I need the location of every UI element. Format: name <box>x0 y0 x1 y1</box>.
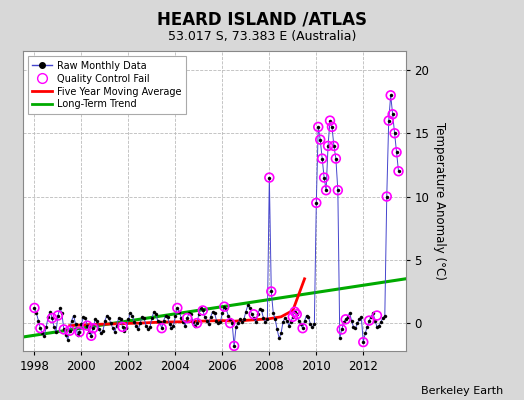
Point <box>373 312 381 319</box>
Point <box>314 124 322 130</box>
Point <box>83 322 92 329</box>
Point <box>387 92 395 98</box>
Point <box>60 326 68 333</box>
Point <box>326 118 334 124</box>
Point <box>337 326 346 333</box>
Point <box>385 118 393 124</box>
Text: 53.017 S, 73.383 E (Australia): 53.017 S, 73.383 E (Australia) <box>168 30 356 43</box>
Point <box>230 343 238 349</box>
Text: HEARD ISLAND /ATLAS: HEARD ISLAND /ATLAS <box>157 10 367 28</box>
Point <box>316 136 324 143</box>
Point <box>30 305 39 311</box>
Point <box>220 304 228 310</box>
Point <box>332 155 340 162</box>
Legend: Raw Monthly Data, Quality Control Fail, Five Year Moving Average, Long-Term Tren: Raw Monthly Data, Quality Control Fail, … <box>28 56 186 114</box>
Point <box>173 305 181 311</box>
Point <box>75 329 84 335</box>
Point <box>388 111 397 118</box>
Point <box>395 168 403 174</box>
Point <box>330 143 338 149</box>
Point <box>158 325 166 331</box>
Point <box>359 339 367 345</box>
Point <box>226 320 234 326</box>
Point <box>383 193 391 200</box>
Point <box>322 187 330 194</box>
Point <box>334 187 342 194</box>
Point <box>318 155 326 162</box>
Point <box>292 311 301 318</box>
Point <box>267 288 276 295</box>
Point <box>199 307 207 314</box>
Point <box>342 316 350 322</box>
Point <box>66 328 74 334</box>
Point <box>289 314 297 320</box>
Point <box>48 315 56 321</box>
Point <box>365 317 373 324</box>
Point <box>54 312 62 319</box>
Point <box>249 311 258 318</box>
Point <box>36 325 45 331</box>
Point <box>324 143 332 149</box>
Point <box>87 332 95 339</box>
Point <box>193 320 201 326</box>
Point <box>392 149 401 156</box>
Point <box>320 174 329 181</box>
Point <box>328 124 336 130</box>
Point <box>291 308 299 315</box>
Point <box>390 130 399 136</box>
Point <box>183 315 191 321</box>
Point <box>89 325 97 331</box>
Point <box>312 200 321 206</box>
Point <box>118 324 127 330</box>
Point <box>265 174 274 181</box>
Point <box>298 325 307 331</box>
Y-axis label: Temperature Anomaly (°C): Temperature Anomaly (°C) <box>433 122 446 280</box>
Text: Berkeley Earth: Berkeley Earth <box>421 386 503 396</box>
